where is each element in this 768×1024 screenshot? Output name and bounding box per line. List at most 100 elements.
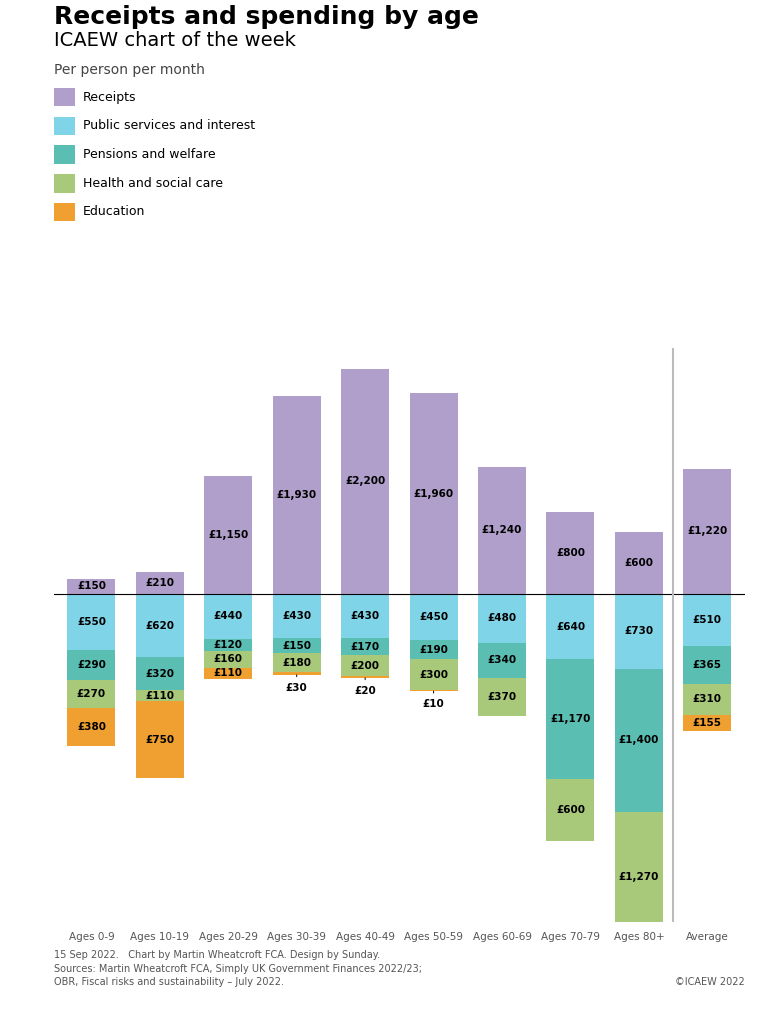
Bar xyxy=(547,512,594,594)
Text: £1,400: £1,400 xyxy=(619,735,659,745)
Text: £730: £730 xyxy=(624,627,654,636)
Bar xyxy=(204,651,252,668)
Bar xyxy=(684,469,731,594)
Text: £600: £600 xyxy=(556,805,585,815)
Bar xyxy=(409,640,458,659)
Text: Receipts and spending by age: Receipts and spending by age xyxy=(54,5,478,29)
Bar xyxy=(68,680,115,708)
Bar xyxy=(341,676,389,678)
Bar xyxy=(68,594,115,650)
Text: £550: £550 xyxy=(77,617,106,627)
Text: £450: £450 xyxy=(419,612,449,622)
Text: ICAEW chart of the week: ICAEW chart of the week xyxy=(54,31,296,50)
Text: £155: £155 xyxy=(693,718,722,728)
Bar xyxy=(204,668,252,679)
Text: £320: £320 xyxy=(145,669,174,679)
Bar xyxy=(273,653,321,672)
Text: £750: £750 xyxy=(145,735,174,744)
Bar xyxy=(204,594,252,639)
Bar xyxy=(68,650,115,680)
Text: £1,930: £1,930 xyxy=(276,490,316,500)
Bar xyxy=(478,467,526,594)
Bar xyxy=(615,594,663,669)
Bar xyxy=(136,690,184,701)
Text: £190: £190 xyxy=(419,645,448,654)
Bar xyxy=(68,579,115,594)
Text: Per person per month: Per person per month xyxy=(54,63,204,78)
Bar xyxy=(547,779,594,841)
Text: £110: £110 xyxy=(145,691,174,700)
Text: OBR, Fiscal risks and sustainability – July 2022.: OBR, Fiscal risks and sustainability – J… xyxy=(54,977,283,987)
Text: £620: £620 xyxy=(145,621,174,631)
Text: Health and social care: Health and social care xyxy=(83,177,223,189)
Text: £1,150: £1,150 xyxy=(208,530,248,540)
Text: ©ICAEW 2022: ©ICAEW 2022 xyxy=(675,977,745,987)
Bar xyxy=(547,659,594,779)
Text: £480: £480 xyxy=(488,613,517,624)
Bar xyxy=(273,638,321,653)
Text: £2,200: £2,200 xyxy=(345,476,386,486)
Bar xyxy=(136,594,184,657)
Text: £290: £290 xyxy=(77,660,106,670)
Text: £440: £440 xyxy=(214,611,243,622)
Text: £160: £160 xyxy=(214,654,243,665)
Text: £10: £10 xyxy=(422,699,445,710)
Text: £1,220: £1,220 xyxy=(687,526,727,537)
Text: £30: £30 xyxy=(286,683,307,693)
Text: Sources: Martin Wheatcroft FCA, Simply UK Government Finances 2022/23;: Sources: Martin Wheatcroft FCA, Simply U… xyxy=(54,964,422,974)
Text: Public services and interest: Public services and interest xyxy=(83,120,255,132)
Bar xyxy=(204,639,252,651)
Bar xyxy=(478,678,526,716)
Text: £430: £430 xyxy=(282,611,311,621)
Bar xyxy=(341,638,389,655)
Text: £300: £300 xyxy=(419,670,448,680)
Bar xyxy=(273,396,321,594)
Text: £1,270: £1,270 xyxy=(619,872,659,882)
Text: £1,960: £1,960 xyxy=(413,488,454,499)
Text: £110: £110 xyxy=(214,669,243,678)
Text: Pensions and welfare: Pensions and welfare xyxy=(83,148,216,161)
Text: £1,170: £1,170 xyxy=(550,715,591,724)
Bar xyxy=(547,594,594,659)
Bar xyxy=(273,672,321,675)
Bar xyxy=(478,643,526,678)
Bar xyxy=(409,393,458,594)
Text: £150: £150 xyxy=(282,641,311,650)
Bar xyxy=(615,812,663,942)
Text: £170: £170 xyxy=(350,642,379,651)
Bar xyxy=(684,684,731,715)
Bar xyxy=(478,594,526,643)
Text: £1,240: £1,240 xyxy=(482,525,522,536)
Text: Education: Education xyxy=(83,206,145,218)
Text: £270: £270 xyxy=(77,689,106,698)
Text: £640: £640 xyxy=(556,622,585,632)
Text: £200: £200 xyxy=(351,660,379,671)
Bar xyxy=(615,669,663,812)
Text: £510: £510 xyxy=(693,615,722,625)
Text: £800: £800 xyxy=(556,548,585,558)
Bar xyxy=(409,690,458,691)
Text: £600: £600 xyxy=(624,558,654,568)
Bar xyxy=(409,659,458,690)
Bar xyxy=(615,532,663,594)
Text: 15 Sep 2022.   Chart by Martin Wheatcroft FCA. Design by Sunday.: 15 Sep 2022. Chart by Martin Wheatcroft … xyxy=(54,950,380,961)
Text: Receipts: Receipts xyxy=(83,91,137,103)
Bar xyxy=(136,572,184,594)
Bar xyxy=(136,657,184,690)
Bar xyxy=(341,594,389,638)
Text: £180: £180 xyxy=(282,657,311,668)
Bar xyxy=(341,655,389,676)
Bar xyxy=(204,476,252,594)
Bar xyxy=(136,701,184,778)
Text: £210: £210 xyxy=(145,579,174,588)
Bar xyxy=(409,594,458,640)
Text: £310: £310 xyxy=(693,694,722,705)
Text: £150: £150 xyxy=(77,582,106,591)
Text: £365: £365 xyxy=(693,659,722,670)
Text: £20: £20 xyxy=(354,686,376,696)
Bar xyxy=(684,594,731,646)
Text: £370: £370 xyxy=(488,692,517,701)
Text: £120: £120 xyxy=(214,640,243,650)
Bar xyxy=(684,715,731,731)
Text: £380: £380 xyxy=(77,722,106,732)
